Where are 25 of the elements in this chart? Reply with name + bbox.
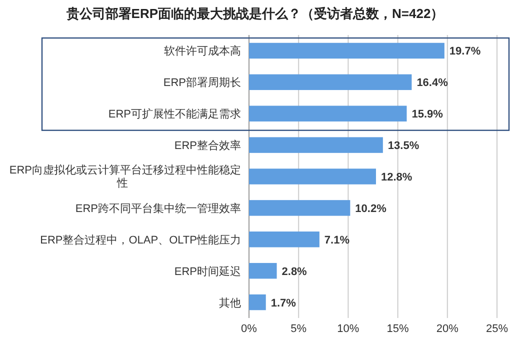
y-tick-label: ERP整合过程中，OLAP、OLTP性能压力 (40, 233, 241, 246)
x-tick-label: 20% (436, 323, 459, 335)
data-label: 7.1% (324, 234, 350, 246)
y-tick-label: ERP跨不同平台集中统一管理效率 (75, 202, 241, 215)
chart-title: 贵公司部署ERP面临的最大挑战是什么？（受访者总数，N=422） (65, 6, 444, 21)
y-tick-label: ERP部署周期长 (163, 76, 241, 90)
y-tick-label: ERP向虚拟化或云计算平台迁移过程中性能稳定性 (9, 164, 241, 190)
data-label: 1.7% (270, 297, 296, 310)
data-label: 2.8% (282, 266, 308, 278)
data-label: 13.5% (388, 140, 420, 152)
x-tick-label: 10% (337, 323, 360, 335)
x-tick-label: 15% (386, 323, 410, 335)
data-label: 15.9% (412, 108, 444, 121)
y-tick-label: 软件许可成本高 (164, 44, 241, 58)
data-label: 10.2% (355, 202, 387, 215)
y-tick-label: 其他 (219, 296, 241, 310)
y-tick-label: ERP时间延迟 (174, 264, 241, 278)
x-tick-label: 25% (486, 323, 508, 335)
x-tick-label: 0% (241, 323, 258, 335)
data-label: 12.8% (380, 172, 412, 184)
x-tick-label: 5% (290, 323, 307, 335)
y-tick-label: ERP整合效率 (174, 139, 241, 152)
data-label: 16.4% (416, 77, 448, 90)
data-label: 19.7% (449, 46, 481, 58)
y-tick-label: ERP可扩展性不能满足需求 (108, 108, 241, 121)
